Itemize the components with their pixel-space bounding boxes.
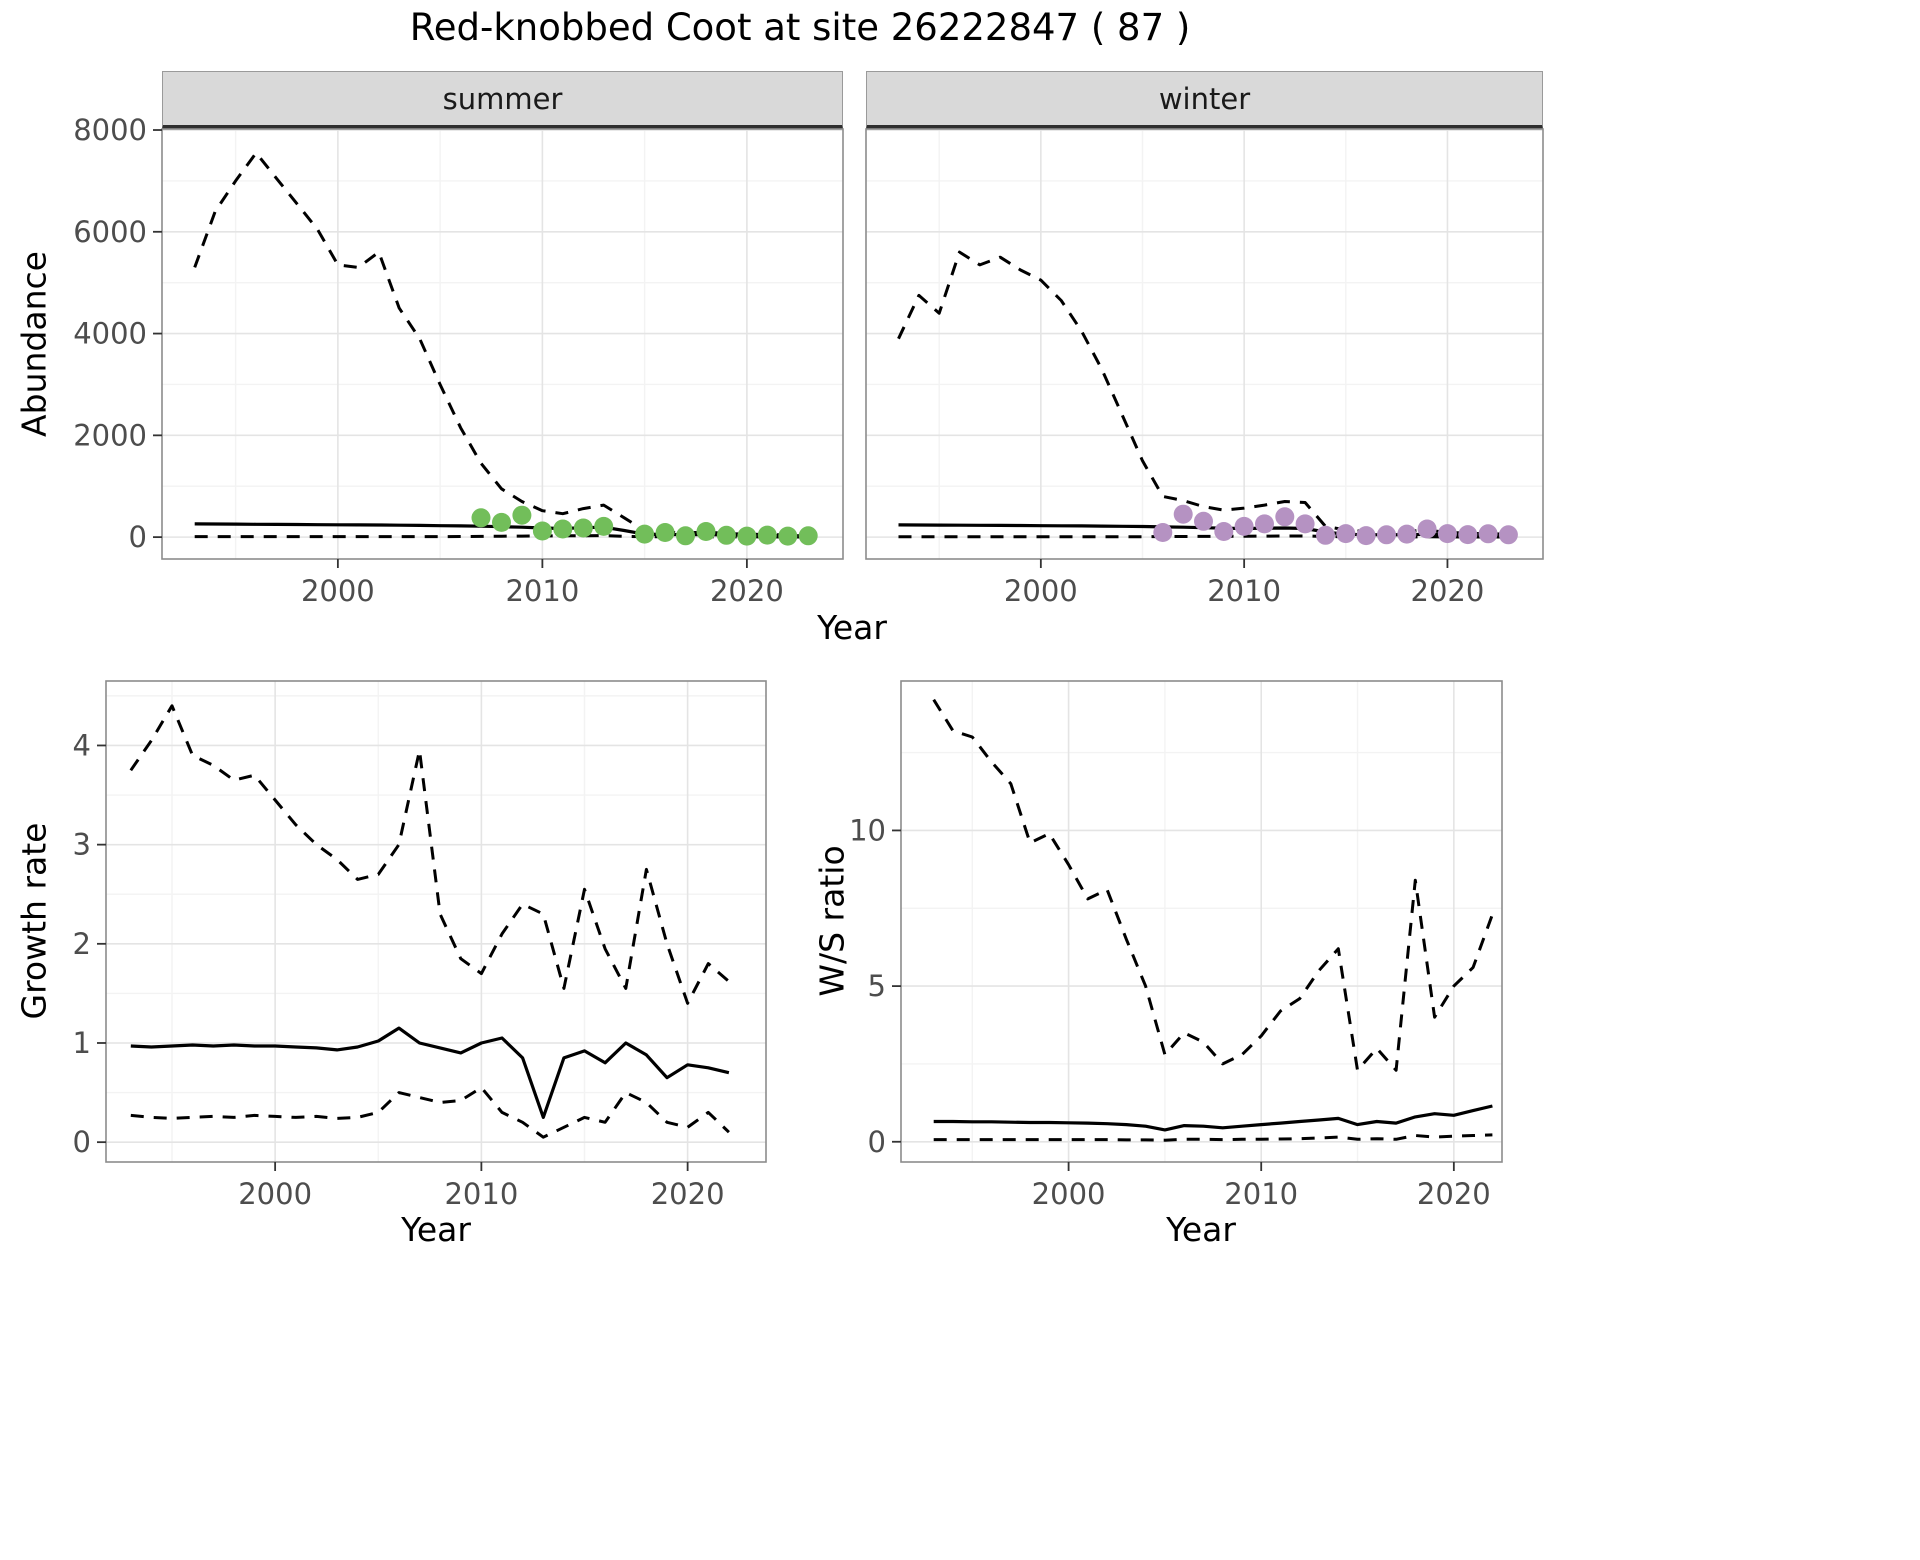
panel-bg bbox=[901, 681, 1502, 1162]
data-point bbox=[1458, 525, 1478, 545]
y-tick-label: 10 bbox=[849, 813, 886, 847]
y-tick-label: 5 bbox=[868, 969, 886, 1003]
data-point bbox=[1498, 525, 1518, 545]
data-point bbox=[1153, 523, 1173, 542]
bottom-left-year-axis-label: Year bbox=[401, 1210, 471, 1249]
top-year-axis-label: Year bbox=[817, 608, 887, 647]
panel-ws_ratio: 2000 2010 2020 0 5 10 bbox=[849, 680, 1503, 1211]
y-tick-label: 0 bbox=[73, 1125, 91, 1159]
data-point bbox=[532, 521, 552, 541]
y-tick-label: 1 bbox=[73, 1026, 91, 1060]
observed_counts bbox=[1153, 504, 1518, 546]
data-point bbox=[1194, 511, 1213, 531]
data-point bbox=[471, 508, 491, 528]
panel-bg bbox=[106, 681, 766, 1162]
y-tick-label: 0 bbox=[868, 1125, 886, 1159]
x-tick-label: 2000 bbox=[238, 1177, 312, 1211]
x-tick-label: 2010 bbox=[505, 574, 579, 608]
x-tick-label: 2010 bbox=[444, 1177, 518, 1211]
bottom-right-year-axis-label: Year bbox=[1166, 1210, 1236, 1249]
data-point bbox=[512, 505, 532, 525]
x-tick-label: 2000 bbox=[1032, 1177, 1106, 1211]
panel-growth_rate: 2000 2010 2020 0 1 2 3 4 bbox=[73, 680, 767, 1211]
x-tick-label: 2000 bbox=[301, 574, 375, 608]
facet-label-winter: winter bbox=[1158, 81, 1251, 116]
data-point bbox=[1173, 504, 1193, 524]
data-point bbox=[1336, 524, 1356, 544]
growth_rate_estimate-line bbox=[130, 1026, 730, 1120]
panel-abundance_summer: 2000 2010 2020 0 2000 4000 6000 8000 bbox=[73, 113, 844, 608]
panel-border bbox=[161, 128, 844, 560]
y-tick-label: 4000 bbox=[73, 317, 147, 351]
panel-border bbox=[900, 680, 1503, 1163]
upper_95ci-line bbox=[129, 704, 730, 1005]
lower_95ci-line bbox=[130, 1086, 730, 1139]
data-point bbox=[635, 524, 655, 544]
data-point bbox=[1214, 522, 1234, 541]
x-tick-label: 2020 bbox=[710, 574, 784, 608]
data-point bbox=[1316, 525, 1335, 545]
panel-border bbox=[865, 128, 1544, 560]
chart-title: Red-knobbed Coot at site 26222847 ( 87 ) bbox=[409, 6, 1191, 49]
data-point bbox=[1295, 514, 1315, 534]
facet-strip-winter: winter bbox=[866, 71, 1543, 129]
x-tick-label: 2010 bbox=[1224, 1177, 1298, 1211]
panel-abundance_winter: 2000 2010 2020 bbox=[865, 128, 1544, 608]
panel-bg bbox=[866, 129, 1543, 559]
observed_counts bbox=[471, 505, 818, 546]
data-point bbox=[655, 523, 675, 542]
y-tick-label: 2000 bbox=[73, 418, 147, 452]
x-tick-label: 2020 bbox=[1417, 1177, 1491, 1211]
x-tick-label: 2010 bbox=[1207, 574, 1281, 608]
data-point bbox=[757, 525, 777, 545]
data-point bbox=[1255, 514, 1274, 534]
facet-label-summer: summer bbox=[442, 81, 563, 116]
data-point bbox=[1478, 524, 1498, 544]
x-tick-label: 2000 bbox=[1004, 574, 1078, 608]
lower_95ci-line bbox=[933, 1133, 1493, 1142]
data-point bbox=[492, 512, 511, 532]
data-point bbox=[696, 522, 716, 541]
data-point bbox=[716, 525, 736, 545]
data-point bbox=[1234, 516, 1254, 536]
data-point bbox=[1275, 507, 1295, 527]
upper_95ci-line bbox=[932, 698, 1494, 1072]
data-point bbox=[778, 526, 798, 546]
data-point bbox=[798, 526, 818, 546]
panel-border bbox=[105, 680, 767, 1163]
y-tick-label: 4 bbox=[73, 728, 91, 762]
data-point bbox=[1437, 524, 1457, 544]
x-tick-label: 2020 bbox=[651, 1177, 725, 1211]
y-tick-label: 2 bbox=[73, 927, 91, 961]
ws_ratio_estimate-line bbox=[933, 1104, 1493, 1132]
y-tick-label: 3 bbox=[73, 828, 91, 862]
data-point bbox=[1356, 526, 1376, 546]
y-tick-label: 8000 bbox=[73, 113, 147, 147]
data-point bbox=[1417, 519, 1437, 539]
facet-strip-summer: summer bbox=[162, 71, 843, 129]
data-point bbox=[737, 526, 757, 546]
data-point bbox=[676, 526, 695, 546]
x-tick-label: 2020 bbox=[1411, 574, 1485, 608]
data-point bbox=[1397, 524, 1417, 544]
panel-bg bbox=[162, 129, 843, 559]
upper_95ci-line bbox=[193, 151, 809, 537]
data-point bbox=[573, 518, 593, 538]
data-point bbox=[553, 519, 573, 539]
data-point bbox=[594, 516, 614, 536]
data-point bbox=[1377, 525, 1396, 545]
y-tick-label: 6000 bbox=[73, 215, 147, 249]
y-tick-label: 0 bbox=[129, 520, 147, 554]
